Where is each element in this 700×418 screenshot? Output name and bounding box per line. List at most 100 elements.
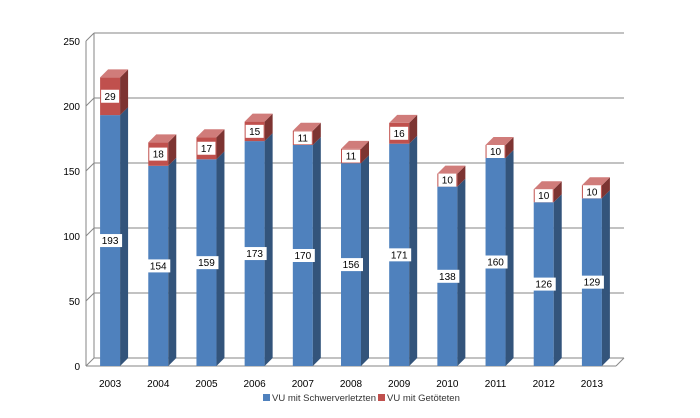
floor-edge	[615, 357, 625, 367]
data-label-2008-series-0: 156	[343, 260, 360, 271]
bar-side-2012-series-1	[553, 181, 562, 203]
data-label-box	[339, 258, 363, 272]
data-label-2007-series-0: 170	[294, 251, 311, 262]
x-tick-label: 2011	[485, 379, 507, 390]
data-label-2006-series-0: 173	[246, 249, 263, 260]
bar-side-2007-series-0	[312, 137, 321, 366]
gridline-side	[85, 357, 95, 367]
bar-side-2008-series-0	[361, 155, 369, 366]
x-tick-label: 2005	[195, 379, 218, 390]
x-tick-label: 2004	[147, 379, 170, 390]
data-label-2004-series-1: 18	[153, 150, 165, 161]
data-label-box	[387, 248, 412, 262]
bar-side-2005-series-1	[216, 129, 225, 160]
bar-top-2005	[196, 129, 225, 138]
data-label-box	[194, 256, 219, 270]
bar-top-2013	[581, 177, 610, 186]
x-tick-label: 2012	[533, 379, 556, 390]
legend-swatch-series-1	[378, 394, 385, 401]
bar-top-2008	[341, 140, 369, 149]
y-tick-label: 200	[63, 102, 80, 113]
gridline-side	[85, 162, 95, 172]
x-tick-labels: 2003 2004 2005 2006 2007 2008 2009 2010 2011 2012…	[99, 379, 604, 390]
data-label-box	[101, 89, 120, 103]
bar-side-2013-series-0	[601, 190, 610, 366]
data-label-box	[579, 275, 604, 289]
data-label-box	[435, 269, 460, 283]
y-tick-label: 50	[69, 297, 81, 308]
bar-side-2010-series-0	[457, 178, 466, 366]
data-label-2007-series-1: 11	[298, 133, 309, 144]
legend-label-series-1: VU mit Getöteten	[387, 393, 460, 404]
data-label-box	[531, 277, 556, 291]
data-label-2013-series-0: 129	[584, 278, 601, 289]
data-label-box	[242, 247, 267, 261]
x-tick-label: 2003	[99, 379, 122, 390]
data-label-2012-series-0: 126	[535, 280, 552, 291]
bar-side-2011-series-1	[505, 137, 514, 158]
data-label-box	[98, 234, 123, 248]
bar-side-2006-series-1	[264, 113, 273, 142]
bar-top-2003	[100, 69, 129, 78]
data-label-box	[390, 126, 409, 140]
data-label-box	[534, 189, 553, 203]
data-label-2010-series-1: 10	[442, 176, 454, 187]
data-label-box	[438, 173, 457, 187]
data-label-2011-series-1: 10	[490, 147, 502, 158]
data-label-box	[245, 124, 264, 138]
bar-side-2006-series-0	[264, 133, 273, 366]
bar-side-2013-series-1	[601, 177, 610, 199]
legend-swatch-series-0	[263, 394, 270, 401]
bar-top-2009	[389, 114, 418, 123]
legend: VU mit Schwerverletzten VU mit Getöteten	[263, 393, 460, 404]
x-tick-label: 2010	[436, 379, 459, 390]
bar-side-2008-series-1	[361, 140, 369, 164]
data-label-box	[486, 145, 505, 158]
y-tick-label: 0	[74, 362, 80, 373]
bar-side-2007-series-1	[312, 122, 321, 145]
data-label-2013-series-1: 10	[586, 187, 598, 198]
bar-side-2010-series-1	[457, 165, 466, 187]
bar-top-2007	[292, 122, 321, 131]
bar-top-2004	[148, 134, 177, 143]
bar-side-2005-series-0	[216, 151, 225, 366]
bar-side-2004-series-1	[168, 134, 177, 166]
y-tick-labels: 0 50 100 150 200 250	[63, 37, 80, 373]
data-label-2009-series-1: 16	[394, 129, 406, 140]
data-labels: 193 29 154 18 159 17 173 15 170 11 156 11 171 16 138 10…	[98, 89, 604, 291]
bar-top-2010	[437, 165, 466, 174]
data-label-box	[146, 259, 171, 273]
x-tick-label: 2006	[244, 379, 267, 390]
bar-side-2009-series-1	[409, 114, 418, 144]
y-tick-label: 250	[63, 37, 80, 48]
bar-top-2006	[244, 113, 273, 122]
data-label-2003-series-1: 29	[105, 92, 117, 103]
data-label-2012-series-1: 10	[538, 191, 550, 202]
data-label-2010-series-0: 138	[439, 272, 456, 283]
bar-side-2012-series-0	[553, 194, 562, 366]
data-label-2008-series-1: 11	[346, 152, 357, 163]
legend-label-series-0: VU mit Schwerverletzten	[272, 393, 376, 404]
data-label-2003-series-0: 193	[102, 236, 119, 247]
x-tick-label: 2008	[340, 379, 363, 390]
bars	[100, 69, 610, 366]
data-label-2011-series-0: 160	[487, 258, 504, 269]
data-label-box	[149, 147, 168, 161]
gridline-side	[85, 227, 95, 237]
data-label-2005-series-0: 159	[198, 258, 215, 269]
bar-side-2003-series-1	[120, 69, 129, 116]
x-tick-label: 2009	[388, 379, 411, 390]
gridline-side	[85, 32, 95, 42]
x-tick-label: 2013	[581, 379, 604, 390]
gridline-side	[85, 97, 95, 107]
bar-side-2009-series-0	[409, 135, 418, 366]
bar-top-2011	[485, 137, 514, 145]
data-label-2009-series-0: 171	[391, 250, 408, 261]
bar-top-2012	[533, 181, 562, 190]
data-label-box	[582, 185, 601, 199]
data-label-box	[290, 249, 315, 262]
data-label-box	[197, 141, 216, 155]
bar-side-2004-series-0	[168, 157, 177, 366]
data-label-box	[342, 149, 360, 163]
x-tick-label: 2007	[292, 379, 315, 390]
